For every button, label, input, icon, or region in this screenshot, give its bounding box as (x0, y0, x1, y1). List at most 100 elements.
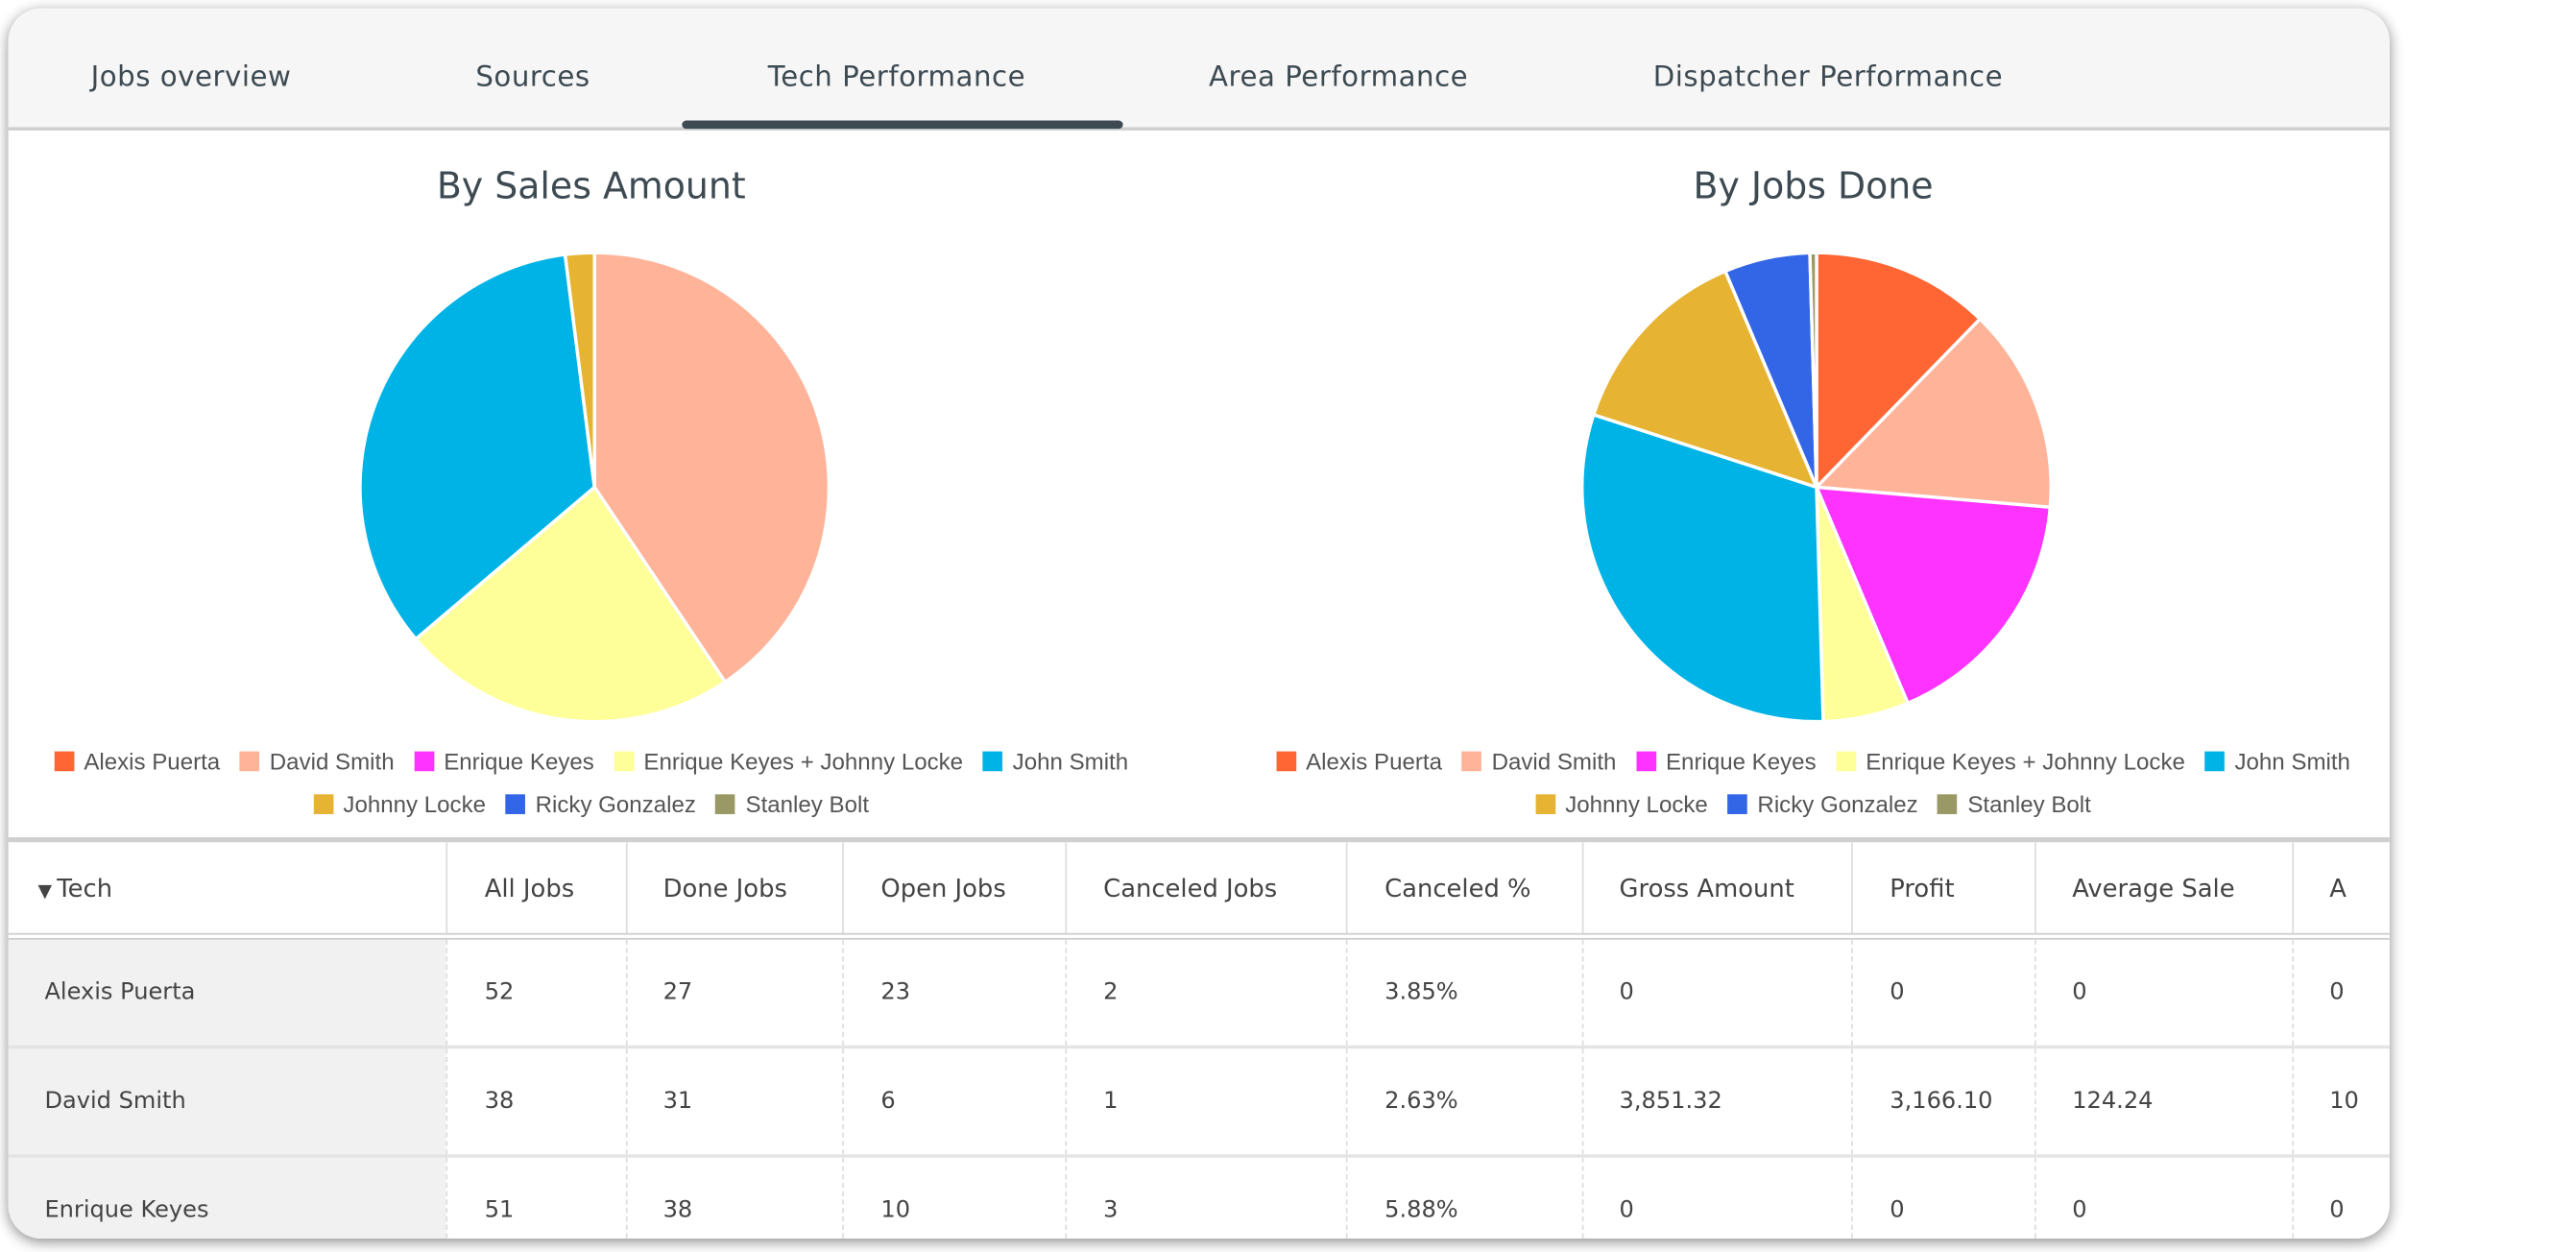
legend-swatch (715, 794, 736, 814)
legend-swatch (614, 751, 635, 772)
column-header-profit[interactable]: Profit (1851, 842, 2035, 940)
column-header-a[interactable]: A (2291, 842, 2390, 940)
cell-gross-amount: 0 (1580, 1156, 1853, 1240)
pie-slice-enrique-keyes-johnny-locke[interactable] (413, 484, 728, 724)
column-header-open-jobs[interactable]: Open Jobs (842, 842, 1067, 940)
cell-a: 0 (2291, 936, 2390, 1049)
pie-slice-alexis-puerta[interactable] (1815, 251, 1983, 492)
pie-slice-johnny-locke[interactable] (1591, 269, 1820, 491)
cell-a: 0 (2291, 1156, 2390, 1240)
legend-label: Ricky Gonzalez (1757, 790, 1918, 818)
table-row[interactable]: Enrique Keyes 51 38 10 3 5.88% 0 0 0 0 (8, 1156, 2390, 1240)
legend-item-john-smith[interactable]: John Smith (2204, 748, 2350, 775)
legend-row: Johnny Locke Ricky Gonzalez Stanley Bolt (1230, 790, 2389, 818)
legend-label: John Smith (1012, 748, 1129, 775)
legend-swatch (54, 751, 74, 772)
legend-swatch (1727, 794, 1748, 814)
pie-slice-john-smith[interactable] (358, 253, 597, 641)
legend-label: Ricky Gonzalez (535, 790, 696, 818)
legend-item-alexis-puerta[interactable]: Alexis Puerta (54, 748, 220, 775)
legend-label: David Smith (1491, 748, 1617, 775)
column-header-label: Gross Amount (1619, 873, 1794, 903)
pie-slice-david-smith[interactable] (1813, 316, 2053, 510)
legend-swatch (1535, 794, 1555, 814)
cell-canceled: 3.85% (1346, 936, 1582, 1049)
legend-item-johnny-locke[interactable]: Johnny Locke (1535, 790, 1708, 818)
pie-slice-david-smith[interactable] (592, 251, 831, 685)
legend-label: Enrique Keyes + Johnny Locke (1866, 748, 2185, 775)
column-header-canceled[interactable]: Canceled % (1346, 842, 1582, 940)
pie-slice-enrique-keyes[interactable] (1814, 485, 2053, 706)
column-header-label: Canceled Jobs (1103, 873, 1278, 903)
tab-sources[interactable]: Sources (475, 60, 590, 95)
legend-swatch (1276, 751, 1296, 772)
legend-swatch (313, 794, 334, 814)
column-header-label: All Jobs (484, 873, 575, 903)
legend-swatch (1938, 794, 1959, 814)
legend-item-enrique-keyes-johnny-locke[interactable]: Enrique Keyes + Johnny Locke (1836, 748, 2185, 775)
legend-item-ricky-gonzalez[interactable]: Ricky Gonzalez (505, 790, 696, 818)
sales-pie-chart (358, 251, 831, 724)
legend-item-stanley-bolt[interactable]: Stanley Bolt (1938, 790, 2091, 818)
tab-tech-performance[interactable]: Tech Performance (767, 60, 1026, 95)
cell-gross-amount: 3,851.32 (1580, 1047, 1853, 1158)
tab-dispatcher-performance[interactable]: Dispatcher Performance (1652, 60, 2004, 95)
column-header-all-jobs[interactable]: All Jobs (446, 842, 626, 940)
sort-desc-icon[interactable]: ▼ (37, 879, 53, 902)
legend-item-enrique-keyes-johnny-locke[interactable]: Enrique Keyes + Johnny Locke (614, 748, 963, 775)
cell-canceled: 5.88% (1346, 1156, 1582, 1240)
cell-canceled-jobs: 1 (1065, 1047, 1348, 1158)
column-header-done-jobs[interactable]: Done Jobs (625, 842, 844, 940)
legend-swatch (414, 751, 434, 772)
tech-table-container[interactable]: ▼ Tech All Jobs Done Jobs Open Jobs Canceled … (8, 837, 2390, 1240)
legend-item-alexis-puerta[interactable]: Alexis Puerta (1276, 748, 1442, 775)
column-header-gross-amount[interactable]: Gross Amount (1580, 842, 1853, 940)
legend-label: John Smith (2234, 748, 2350, 775)
column-header-average-sale[interactable]: Average Sale (2034, 842, 2293, 940)
legend-row: Alexis Puerta David Smith Enrique Keyes Enr… (9, 748, 1174, 775)
legend-item-johnny-locke[interactable]: Johnny Locke (313, 791, 486, 817)
table-row[interactable]: Alexis Puerta 52 27 23 2 3.85% 0 0 0 0 (8, 936, 2390, 1049)
legend-row: Johnny Locke Ricky Gonzalez Stanley Bolt (9, 790, 1174, 818)
cell-profit: 0 (1851, 936, 2035, 1049)
legend-item-john-smith[interactable]: John Smith (982, 748, 1129, 775)
column-header-label: Profit (1890, 873, 1955, 903)
jobs-chart-title: By Jobs Done (1693, 166, 1934, 208)
cell-canceled-jobs: 3 (1065, 1156, 1348, 1240)
legend-swatch (982, 751, 1003, 772)
legend-label: Johnny Locke (1565, 790, 1708, 818)
tab-area-performance[interactable]: Area Performance (1209, 60, 1469, 95)
cell-all-jobs: 51 (446, 1156, 626, 1240)
legend-item-ricky-gonzalez[interactable]: Ricky Gonzalez (1727, 790, 1918, 818)
cell-all-jobs: 38 (446, 1047, 626, 1158)
legend-label: Stanley Bolt (1967, 790, 2091, 818)
column-header-canceled-jobs[interactable]: Canceled Jobs (1065, 842, 1348, 940)
column-header-tech[interactable]: ▼ Tech (8, 842, 448, 940)
cell-average-sale: 124.24 (2034, 1047, 2293, 1158)
legend-swatch (1836, 751, 1856, 772)
cell-done-jobs: 38 (625, 1156, 844, 1240)
pie-slice-john-smith[interactable] (1580, 412, 1825, 724)
pie-slice-johnny-locke[interactable] (563, 251, 596, 488)
legend-item-stanley-bolt[interactable]: Stanley Bolt (715, 791, 869, 817)
tab-jobs-overview[interactable]: Jobs overview (90, 60, 292, 95)
legend-item-david-smith[interactable]: David Smith (1461, 748, 1617, 775)
pie-slice-stanley-bolt[interactable] (1808, 251, 1818, 488)
legend-item-david-smith[interactable]: David Smith (239, 748, 395, 775)
legend-swatch (505, 794, 526, 814)
legend-label: Alexis Puerta (84, 748, 221, 775)
tech-performance-table: ▼ Tech All Jobs Done Jobs Open Jobs Canceled … (8, 842, 2390, 1240)
legend-swatch (2204, 751, 2226, 772)
column-header-label: Canceled % (1384, 873, 1531, 903)
cell-average-sale: 0 (2034, 936, 2293, 1049)
legend-label: Enrique Keyes (444, 748, 594, 775)
column-header-label: Done Jobs (662, 873, 787, 903)
cell-profit: 3,166.10 (1851, 1047, 2035, 1158)
cell-done-jobs: 31 (625, 1047, 844, 1158)
legend-swatch (1636, 751, 1656, 772)
tech-name-cell: Enrique Keyes (8, 1156, 448, 1240)
legend-label: Enrique Keyes + Johnny Locke (643, 748, 964, 775)
legend-item-enrique-keyes[interactable]: Enrique Keyes (1636, 748, 1817, 775)
table-row[interactable]: David Smith 38 31 6 1 2.63% 3,851.32 3,166.10 12… (8, 1047, 2390, 1158)
legend-item-enrique-keyes[interactable]: Enrique Keyes (414, 748, 594, 775)
